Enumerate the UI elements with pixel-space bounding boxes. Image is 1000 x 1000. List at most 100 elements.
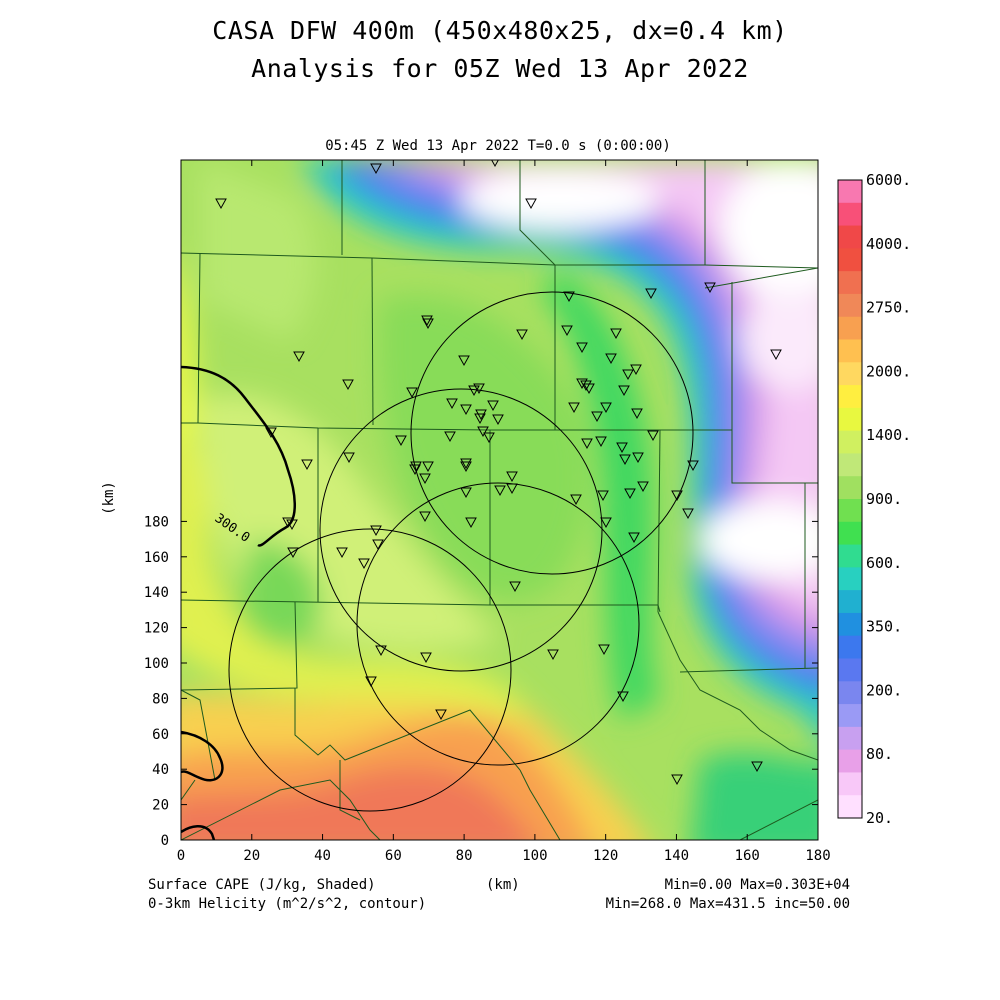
station-marker bbox=[687, 460, 699, 472]
colorbar-swatch bbox=[838, 248, 862, 272]
station-marker bbox=[410, 461, 422, 473]
station-marker bbox=[460, 404, 472, 416]
station-marker bbox=[287, 547, 299, 559]
colorbar-swatch bbox=[838, 635, 862, 659]
x-tick-label: 0 bbox=[177, 848, 185, 864]
x-axis: 0 20 40 60 80 100 120 140 160 180 bbox=[177, 160, 831, 864]
station-marker bbox=[458, 355, 470, 367]
station-marker bbox=[619, 454, 631, 466]
x-tick-label: 180 bbox=[805, 848, 830, 864]
station-marker bbox=[509, 581, 521, 593]
station-marker bbox=[422, 461, 434, 473]
station-marker bbox=[568, 402, 580, 414]
station-marker bbox=[491, 160, 499, 168]
station-marker bbox=[422, 318, 434, 330]
colorbar-label: 200. bbox=[866, 681, 902, 699]
station-marker bbox=[370, 163, 382, 175]
station-marker bbox=[616, 442, 628, 454]
station-marker bbox=[598, 644, 610, 656]
station-marker bbox=[474, 413, 486, 425]
station-marker bbox=[395, 435, 407, 447]
station-marker bbox=[435, 709, 447, 721]
station-marker bbox=[704, 282, 716, 294]
colorbar-frame bbox=[837, 179, 863, 819]
station-marker bbox=[492, 414, 504, 426]
station-marker bbox=[547, 649, 559, 661]
station-marker bbox=[506, 471, 518, 483]
station-marker bbox=[671, 774, 683, 786]
station-marker bbox=[282, 517, 294, 529]
colorbar-swatch bbox=[838, 453, 862, 477]
colorbar-swatch bbox=[838, 180, 862, 204]
y-tick-label: 80 bbox=[152, 691, 169, 707]
y-tick-label: 160 bbox=[144, 550, 169, 566]
colorbar-label: 4000. bbox=[866, 235, 911, 253]
footer-shaded-label: Surface CAPE (J/kg, Shaded) bbox=[148, 877, 376, 893]
x-tick-label: 40 bbox=[314, 848, 331, 864]
station-marker bbox=[265, 427, 277, 439]
x-axis-label: (km) bbox=[486, 877, 520, 893]
station-marker bbox=[420, 652, 432, 664]
colorbar-swatch bbox=[838, 704, 862, 728]
station-marker bbox=[370, 525, 382, 537]
colorbar-swatch bbox=[838, 293, 862, 318]
colorbar-swatch bbox=[838, 681, 862, 705]
station-marker bbox=[336, 547, 348, 559]
station-marker bbox=[465, 517, 477, 529]
station-marker bbox=[591, 411, 603, 423]
station-marker bbox=[343, 452, 355, 464]
station-marker bbox=[483, 432, 495, 444]
station-marker bbox=[580, 380, 592, 392]
colorbar-swatch bbox=[838, 499, 862, 523]
station-marker bbox=[473, 383, 485, 395]
station-marker bbox=[477, 426, 489, 438]
radar-ring-3 bbox=[356, 482, 640, 766]
y-tick-label: 40 bbox=[152, 762, 169, 778]
station-marker bbox=[419, 511, 431, 523]
station-marker bbox=[487, 400, 499, 412]
station-marker bbox=[600, 402, 612, 414]
x-tick-label: 100 bbox=[522, 848, 547, 864]
colorbar-label: 20. bbox=[866, 809, 893, 827]
station-marker bbox=[561, 325, 573, 337]
station-marker bbox=[576, 342, 588, 354]
colorbar-swatch bbox=[838, 225, 862, 249]
colorbar-swatch bbox=[838, 612, 862, 637]
station-marker bbox=[446, 398, 458, 410]
radar-range-rings bbox=[228, 291, 694, 812]
station-marker bbox=[460, 461, 472, 473]
station-marker bbox=[645, 288, 657, 300]
station-marker bbox=[375, 645, 387, 657]
station-marker bbox=[419, 473, 431, 485]
station-marker bbox=[516, 329, 528, 341]
station-marker bbox=[468, 385, 480, 397]
colorbar-swatch bbox=[838, 726, 862, 751]
station-marker bbox=[605, 353, 617, 365]
x-tick-label: 140 bbox=[664, 848, 689, 864]
station-marker bbox=[406, 387, 418, 399]
station-markers bbox=[215, 160, 782, 786]
colorbar-label: 1400. bbox=[866, 426, 911, 444]
figure-title: CASA DFW 400m (450x480x25, dx=0.4 km) bbox=[212, 16, 788, 45]
station-marker bbox=[617, 691, 629, 703]
footer-contour-label: 0-3km Helicity (m^2/s^2, contour) bbox=[148, 896, 427, 912]
station-marker bbox=[293, 351, 305, 363]
colorbar-swatch bbox=[838, 567, 862, 591]
station-marker bbox=[595, 436, 607, 448]
y-tick-label: 180 bbox=[144, 514, 169, 530]
station-marker bbox=[624, 488, 636, 500]
x-tick-label: 60 bbox=[385, 848, 402, 864]
colorbar-swatch bbox=[838, 430, 862, 454]
station-marker bbox=[647, 430, 659, 442]
y-tick-label: 60 bbox=[152, 727, 169, 743]
y-tick-label: 100 bbox=[144, 656, 169, 672]
colorbar-swatch bbox=[838, 202, 862, 227]
plot-header: 05:45 Z Wed 13 Apr 2022 T=0.0 s (0:00:00… bbox=[325, 138, 671, 154]
station-marker bbox=[770, 349, 782, 361]
y-tick-label: 120 bbox=[144, 621, 169, 637]
station-marker bbox=[637, 481, 649, 493]
colorbar-swatch bbox=[838, 658, 862, 682]
station-marker bbox=[525, 198, 537, 210]
station-marker bbox=[618, 385, 630, 397]
